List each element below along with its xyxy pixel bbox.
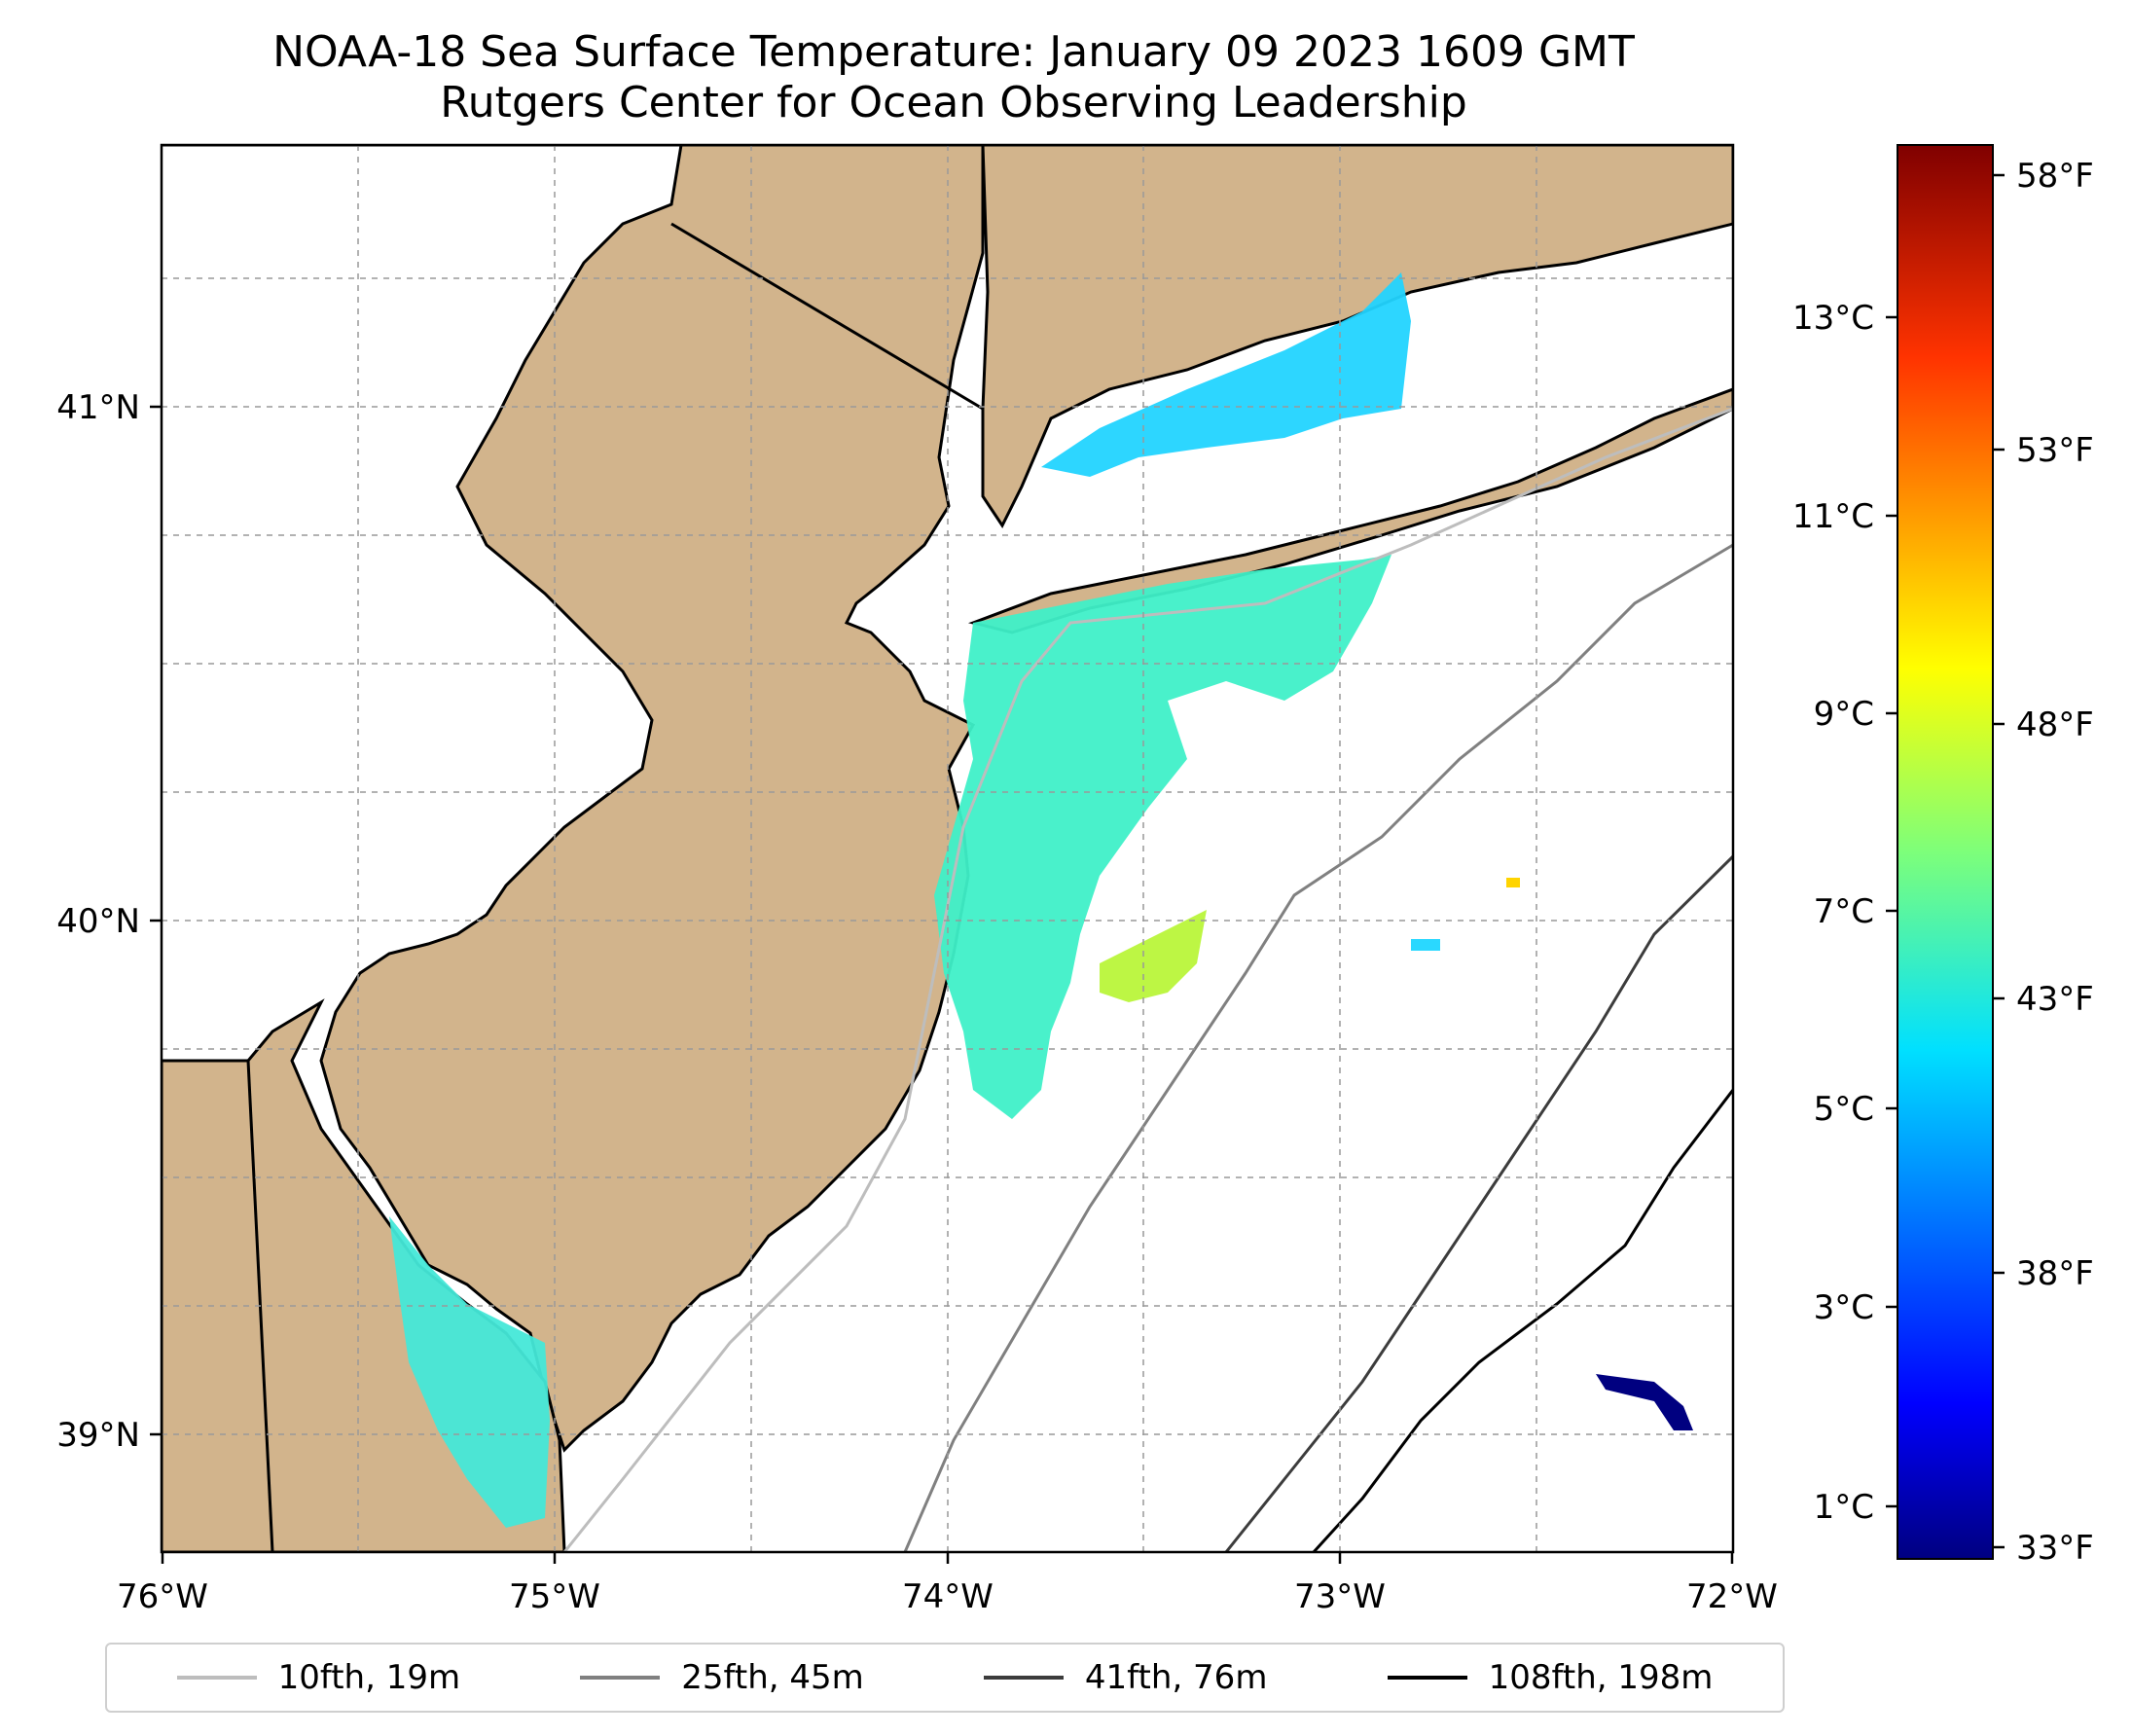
land-new-jersey xyxy=(162,145,985,1453)
colorbar-fahrenheit-tick-marks xyxy=(1993,173,2005,1549)
state-border-ny-nj xyxy=(670,222,984,411)
sst-delaware-bay xyxy=(389,1216,550,1528)
colorbar-tick-7c: 7°C xyxy=(1814,892,1874,931)
legend-item-25fth: 25fth, 45m xyxy=(580,1658,864,1697)
chart-title: NOAA-18 Sea Surface Temperature: January… xyxy=(272,27,1635,77)
colorbar-tick-38f: 38°F xyxy=(2016,1254,2094,1293)
colorbar-tick-11c: 11°C xyxy=(1792,497,1874,536)
isobath-108fth xyxy=(1312,1089,1733,1552)
legend-swatch-25fth xyxy=(580,1676,661,1680)
land-new-york xyxy=(981,145,1733,528)
legend-swatch-10fth xyxy=(176,1676,257,1680)
colorbar-tick-33f: 33°F xyxy=(2016,1529,2094,1568)
sst-warm-dot xyxy=(1506,878,1520,887)
colorbar xyxy=(1897,144,1994,1560)
bathymetry-legend: 10fth, 19m 25fth, 45m 41fth, 76m 108fth,… xyxy=(105,1643,1785,1713)
colorbar-celsius-tick-marks xyxy=(1886,315,1897,1508)
lon-tick-72w: 72°W xyxy=(1686,1577,1778,1616)
legend-swatch-108fth xyxy=(1387,1676,1467,1680)
sst-warm-patch xyxy=(1100,910,1207,1002)
colorbar-tick-3c: 3°C xyxy=(1814,1288,1874,1327)
gridlines xyxy=(162,145,1733,1552)
legend-label-41fth: 41fth, 76m xyxy=(1084,1658,1268,1697)
isobath-10fth xyxy=(562,407,1733,1552)
isobath-25fth xyxy=(903,543,1733,1552)
colorbar-tick-53f: 53°F xyxy=(2016,431,2094,470)
legend-item-10fth: 10fth, 19m xyxy=(176,1658,461,1697)
colorbar-tick-13c: 13°C xyxy=(1792,299,1874,338)
legend-label-25fth: 25fth, 45m xyxy=(681,1658,864,1697)
lon-tick-75w: 75°W xyxy=(509,1577,600,1616)
legend-item-41fth: 41fth, 76m xyxy=(983,1658,1268,1697)
lon-tick-73w: 73°W xyxy=(1294,1577,1386,1616)
sst-long-island-sound xyxy=(1041,272,1411,477)
legend-label-10fth: 10fth, 19m xyxy=(277,1658,461,1697)
legend-item-108fth: 108fth, 198m xyxy=(1387,1658,1714,1697)
legend-swatch-41fth xyxy=(983,1676,1064,1680)
lat-tick-40n: 40°N xyxy=(56,902,140,941)
lon-tick-76w: 76°W xyxy=(117,1577,208,1616)
colorbar-tick-1c: 1°C xyxy=(1814,1488,1874,1527)
colorbar-tick-5c: 5°C xyxy=(1814,1090,1874,1129)
map-content xyxy=(162,145,1733,1552)
axis-tick-marks xyxy=(150,405,1734,1564)
colorbar-tick-43f: 43°F xyxy=(2016,980,2094,1019)
sst-small-patch xyxy=(1411,939,1440,951)
legend-label-108fth: 108fth, 198m xyxy=(1488,1658,1714,1697)
sst-ny-bight xyxy=(934,555,1391,1119)
lat-tick-39n: 39°N xyxy=(56,1416,140,1455)
sst-deep-cold xyxy=(1596,1374,1693,1430)
colorbar-tick-9c: 9°C xyxy=(1814,695,1874,734)
lat-tick-41n: 41°N xyxy=(56,388,140,427)
lon-tick-74w: 74°W xyxy=(902,1577,994,1616)
chart-subtitle: Rutgers Center for Ocean Observing Leade… xyxy=(440,78,1467,127)
colorbar-tick-58f: 58°F xyxy=(2016,157,2094,196)
colorbar-tick-48f: 48°F xyxy=(2016,705,2094,744)
isobath-41fth xyxy=(1224,854,1733,1552)
